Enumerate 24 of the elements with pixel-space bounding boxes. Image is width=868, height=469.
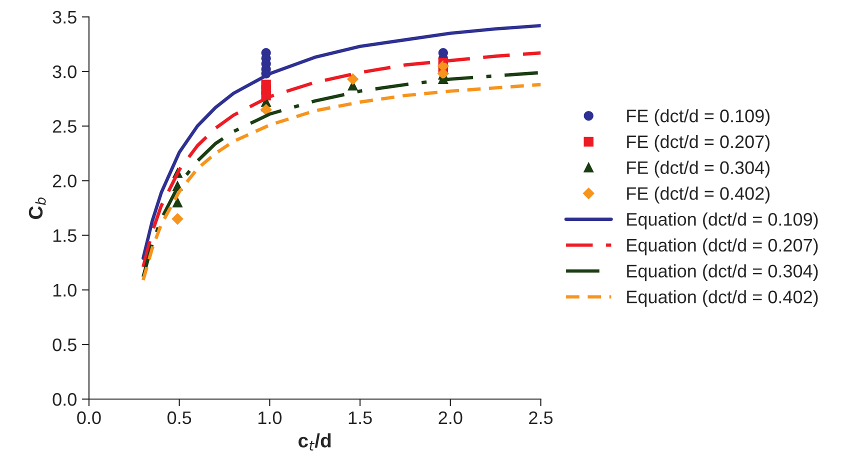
legend-label: Equation (dct/d = 0.304) — [627, 264, 818, 282]
x-tick-label: 2.5 — [529, 411, 553, 424]
y-tick-label: 0.5 — [52, 338, 76, 352]
x-axis-title: c$_{t}$/d — [298, 433, 331, 450]
y-tick-label: 3.5 — [52, 10, 76, 24]
x-tick-label: 0.5 — [167, 411, 192, 424]
y-tick-label: 0.0 — [52, 393, 76, 406]
legend-label: Equation (dct/d = 0.207) — [627, 238, 818, 256]
x-tick-label: 1.5 — [348, 412, 372, 424]
legend-label: FE (dct/d = 0.402) — [627, 186, 770, 204]
x-tick-label: 1.0 — [258, 411, 282, 424]
y-tick-label: 2.0 — [52, 174, 76, 188]
legend-label: FE (dct/d = 0.207) — [627, 134, 770, 152]
x-tick-label: 0.0 — [77, 411, 101, 424]
legend-label: FE (dct/d = 0.109) — [627, 109, 770, 126]
y-axis-title: C$_{b}$ — [28, 198, 46, 219]
y-tick-label: 3.0 — [52, 65, 76, 78]
y-tick-label: 2.5 — [52, 120, 76, 133]
legend-label: Equation (dct/d = 0.109) — [627, 212, 818, 230]
y-tick-label: 1.0 — [53, 284, 76, 297]
legend-label: FE (dct/d = 0.304) — [627, 160, 770, 178]
y-tick-label: 1.5 — [53, 229, 76, 242]
legend-label: Equation (dct/d = 0.402) — [627, 290, 818, 307]
x-tick-label: 2.0 — [438, 411, 462, 424]
